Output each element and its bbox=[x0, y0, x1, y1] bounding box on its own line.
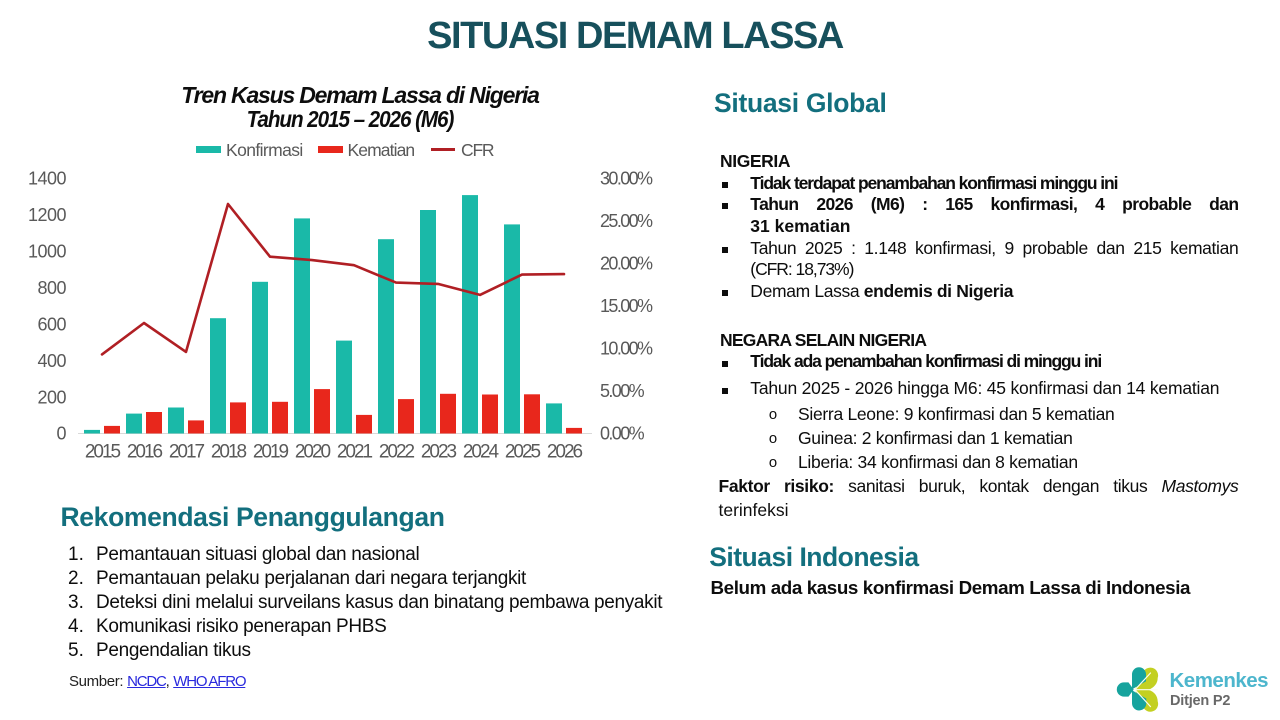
svg-text:2026: 2026 bbox=[547, 442, 583, 463]
svg-text:2017: 2017 bbox=[169, 442, 205, 463]
svg-text:15.00%: 15.00% bbox=[600, 296, 653, 316]
svg-text:10.00%: 10.00% bbox=[600, 339, 653, 359]
svg-text:2023: 2023 bbox=[421, 442, 457, 463]
svg-text:200: 200 bbox=[37, 387, 66, 407]
svg-text:2022: 2022 bbox=[379, 442, 415, 463]
svg-text:2019: 2019 bbox=[253, 442, 289, 463]
svg-text:1000: 1000 bbox=[28, 242, 67, 262]
svg-text:20.00%: 20.00% bbox=[600, 254, 653, 274]
svg-text:2016: 2016 bbox=[127, 442, 163, 463]
svg-text:0.00%: 0.00% bbox=[600, 424, 645, 444]
svg-text:2018: 2018 bbox=[211, 442, 247, 463]
svg-text:2021: 2021 bbox=[337, 442, 373, 463]
svg-text:2025: 2025 bbox=[505, 442, 541, 463]
svg-text:2020: 2020 bbox=[295, 442, 331, 463]
svg-text:30.00%: 30.00% bbox=[600, 169, 653, 189]
svg-text:1400: 1400 bbox=[28, 169, 67, 189]
svg-text:2015: 2015 bbox=[85, 442, 121, 463]
svg-text:1200: 1200 bbox=[28, 205, 67, 225]
svg-text:600: 600 bbox=[37, 314, 66, 334]
svg-text:5.00%: 5.00% bbox=[600, 381, 645, 401]
svg-text:2024: 2024 bbox=[463, 442, 500, 463]
svg-text:0: 0 bbox=[56, 424, 66, 444]
svg-text:800: 800 bbox=[37, 278, 66, 298]
svg-text:400: 400 bbox=[37, 351, 66, 371]
svg-text:25.00%: 25.00% bbox=[600, 211, 653, 231]
